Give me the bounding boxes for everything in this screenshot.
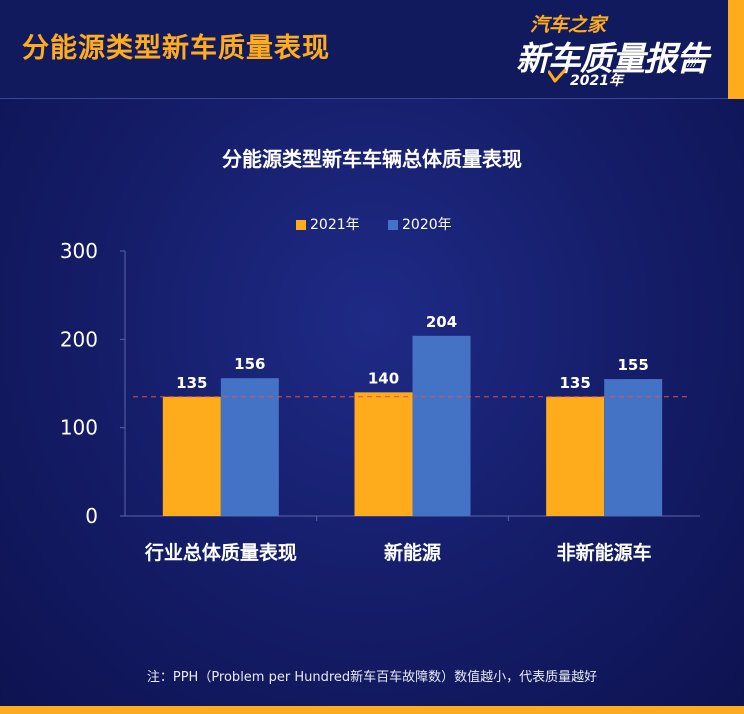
data-label: 204 (426, 313, 457, 331)
bar-2020 (604, 379, 663, 516)
y-tick-label: 300 (60, 239, 98, 263)
legend-swatch-2021 (296, 220, 306, 230)
y-tick-label: 200 (60, 327, 98, 351)
data-label: 135 (176, 374, 207, 392)
data-label: 156 (234, 355, 265, 373)
logo-year: 2021年 (570, 73, 623, 89)
x-tick-label: 新能源 (384, 541, 441, 564)
page-title: 分能源类型新车质量表现 (22, 33, 330, 64)
chart-title: 分能源类型新车车辆总体质量表现 (222, 147, 522, 171)
header-bar (0, 0, 744, 98)
y-tick-label: 0 (85, 504, 98, 528)
logo-dash-decoration: ⁄⁄⁄⁄ (686, 56, 699, 70)
bar-2020 (412, 335, 471, 516)
y-tick-label: 100 (60, 416, 98, 440)
bar-2021 (162, 396, 221, 516)
legend-label-2021: 2021年 (310, 217, 360, 233)
header-divider (0, 98, 744, 99)
logo-brand: 汽车之家 (530, 14, 607, 36)
bar-2021 (546, 396, 605, 516)
legend-label-2020: 2020年 (402, 217, 452, 233)
data-label: 140 (368, 369, 399, 387)
legend-item-2021: 2021年 (296, 214, 360, 234)
footnote: 注：PPH（Problem per Hundred新车百车故障数）数值越小，代表… (146, 670, 598, 685)
bar-2020 (220, 378, 279, 516)
x-tick-label: 行业总体质量表现 (144, 541, 297, 564)
accent-bar (728, 0, 744, 99)
bottom-accent-bar (0, 706, 744, 714)
checkmark-icon (548, 69, 566, 83)
data-label: 155 (618, 356, 649, 374)
bar-2021 (354, 392, 413, 516)
report-logo: 汽车之家 新车质量报告 2021年 ⁄⁄⁄⁄ (508, 6, 723, 89)
x-tick-label: 非新能源车 (557, 541, 652, 564)
legend-swatch-2020 (388, 220, 398, 230)
legend-item-2020: 2020年 (388, 214, 452, 234)
data-label: 135 (560, 374, 591, 392)
